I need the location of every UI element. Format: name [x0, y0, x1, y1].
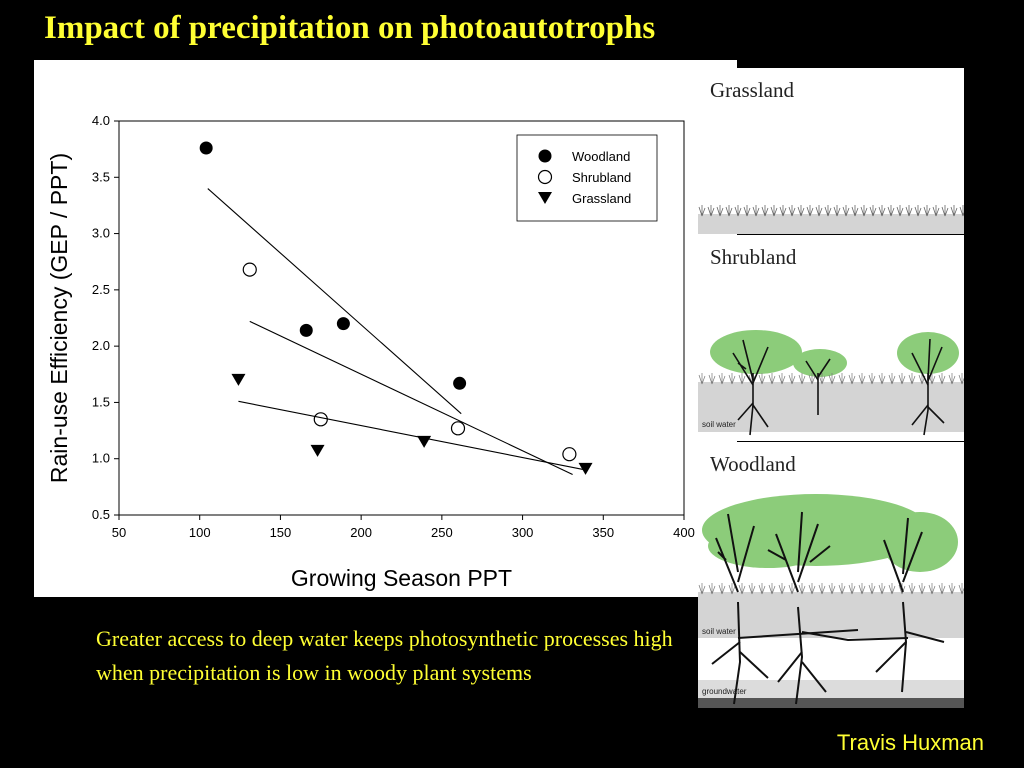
grassland-fit-line — [238, 400, 586, 471]
slide-caption: Greater access to deep water keeps photo… — [96, 626, 673, 685]
shrubland-point — [450, 421, 466, 436]
y-axis-label: Rain-use Efficiency (GEP / PPT) — [46, 153, 72, 483]
shrubland-point — [313, 412, 328, 427]
y-tick-label: 1.0 — [92, 451, 110, 466]
woodland-fit-line — [207, 188, 462, 415]
y-tick-label: 4.0 — [92, 113, 110, 128]
grass-tufts — [698, 583, 964, 595]
grassland-illustration: Grassland — [698, 68, 964, 234]
woodland-illustration: soil water groundwater Woodland — [698, 442, 964, 708]
woodland-label: Woodland — [710, 452, 796, 476]
canopy-shape — [710, 330, 802, 374]
y-tick-label: 2.5 — [92, 282, 110, 297]
y-tick-label: 3.5 — [92, 169, 110, 184]
woodland-point — [199, 141, 213, 155]
slide-title: Impact of precipitation on photoautotrop… — [44, 10, 656, 46]
shrubland-label: Shrubland — [710, 245, 797, 269]
legend-marker-shrubland — [537, 169, 553, 185]
shrubland-drawing: soil water — [698, 330, 964, 436]
shrubland-fit-line — [249, 320, 573, 475]
woodland-groundwater-label: groundwater — [702, 687, 747, 696]
grassland-point — [578, 462, 593, 475]
canopy-shape — [793, 349, 847, 377]
grass-tufts — [698, 205, 964, 217]
y-tick-label: 3.0 — [92, 226, 110, 241]
plot-frame — [118, 120, 685, 516]
shrubland-soil-water-label: soil water — [702, 420, 736, 429]
grassland-point — [231, 373, 246, 386]
legend-marker-woodland — [538, 149, 552, 163]
woodland-point — [453, 376, 467, 390]
woodland-drawing: soil water groundwater — [698, 494, 964, 708]
grassland-label: Grassland — [710, 78, 794, 102]
x-tick-label: 350 — [592, 525, 614, 540]
shrubland-illustration: soil water Shrubland — [698, 235, 964, 441]
x-tick-label: 400 — [673, 525, 695, 540]
shrubland-point — [242, 262, 257, 277]
grassland-drawing — [698, 205, 964, 234]
x-tick-label: 150 — [270, 525, 292, 540]
legend-label-shrubland: Shrubland — [572, 170, 631, 185]
x-tick-label: 300 — [512, 525, 534, 540]
legend-label-grassland: Grassland — [572, 191, 631, 206]
author-credit: Travis Huxman — [836, 730, 984, 755]
legend-label-woodland: Woodland — [572, 149, 630, 164]
legend-marker-grassland — [538, 192, 552, 204]
woodland-point — [336, 317, 350, 331]
x-axis-label: Growing Season PPT — [291, 565, 512, 591]
rain-use-efficiency-chart: 50 100 150 200 250 300 350 400 0.5 1.0 1.5 2.0 2.5 3.… — [46, 113, 695, 591]
woodland-point — [299, 323, 313, 337]
canopy-shape — [897, 332, 959, 374]
woodland-soil-water-label: soil water — [702, 627, 736, 636]
y-tick-label: 2.0 — [92, 338, 110, 353]
x-tick-label: 250 — [431, 525, 453, 540]
grassland-point — [310, 444, 325, 457]
grassland-point — [417, 435, 432, 448]
grass-tufts — [698, 373, 964, 385]
x-tick-label: 50 — [112, 525, 126, 540]
y-tick-label: 0.5 — [92, 507, 110, 522]
chart-panel: 50 100 150 200 250 300 350 400 0.5 1.0 1.5 2.0 2.5 3.… — [34, 60, 737, 597]
shrubland-point — [562, 447, 577, 462]
y-tick-label: 1.5 — [92, 394, 110, 409]
x-tick-label: 200 — [350, 525, 372, 540]
canopy-shape — [882, 512, 958, 572]
x-tick-label: 100 — [189, 525, 211, 540]
